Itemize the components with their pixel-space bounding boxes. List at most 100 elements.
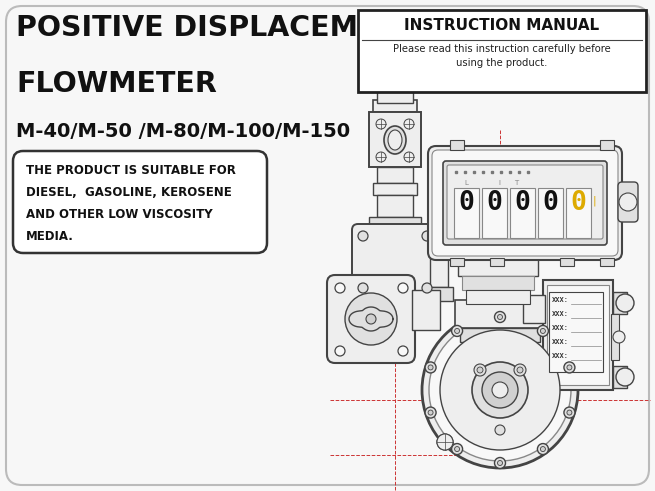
Bar [538,188,563,238]
Circle shape [540,446,546,452]
Bar [450,258,464,266]
Circle shape [498,461,502,465]
Bar [543,280,613,390]
Circle shape [455,446,460,452]
Text: XXX:: XXX: [552,311,569,317]
Bar [458,258,538,276]
Circle shape [376,119,386,129]
Circle shape [335,346,345,356]
Bar [430,257,448,287]
FancyBboxPatch shape [352,224,438,298]
Circle shape [437,434,453,450]
Circle shape [613,331,625,343]
Circle shape [428,410,433,415]
FancyBboxPatch shape [6,6,649,485]
Circle shape [425,407,436,418]
Circle shape [345,293,397,345]
FancyBboxPatch shape [327,275,415,363]
Text: Please read this instruction carefully before: Please read this instruction carefully b… [393,44,611,54]
Circle shape [422,283,432,293]
Circle shape [564,407,575,418]
Bar [377,195,413,217]
Bar [455,300,545,328]
Bar [613,292,627,314]
Bar [566,188,591,238]
Text: T: T [514,180,518,186]
Circle shape [482,372,518,408]
Text: THE PRODUCT IS SUITABLE FOR: THE PRODUCT IS SUITABLE FOR [26,164,236,177]
Circle shape [567,365,572,370]
Bar [490,258,504,266]
Bar [454,188,479,238]
Text: 0: 0 [487,190,502,216]
Circle shape [440,330,560,450]
Text: I: I [498,180,500,186]
Text: using the product.: using the product. [457,58,548,68]
Text: INSTRUCTION MANUAL: INSTRUCTION MANUAL [404,18,599,33]
Bar [510,188,535,238]
Circle shape [358,231,368,241]
Ellipse shape [388,130,402,150]
Text: |: | [592,196,596,207]
Bar [425,287,453,301]
Circle shape [567,410,572,415]
Bar [462,276,534,290]
Bar [523,295,545,323]
Circle shape [366,314,376,324]
Circle shape [358,283,368,293]
Bar [373,183,417,195]
Bar [547,285,609,385]
Circle shape [616,294,634,312]
Bar [611,314,619,360]
Bar [377,167,413,183]
Circle shape [429,319,571,461]
Text: 0: 0 [458,190,474,216]
Circle shape [451,326,462,336]
Circle shape [398,283,408,293]
Circle shape [477,367,483,373]
Circle shape [498,315,502,320]
Text: FLOWMETER: FLOWMETER [16,70,217,98]
Text: XXX:: XXX: [552,325,569,331]
Circle shape [616,368,634,386]
FancyBboxPatch shape [447,165,603,239]
Circle shape [437,434,453,450]
Text: MEDIA.: MEDIA. [26,230,74,243]
Bar [450,140,464,150]
FancyBboxPatch shape [358,10,646,92]
Circle shape [451,443,462,455]
Circle shape [472,362,528,418]
Circle shape [404,152,414,162]
FancyBboxPatch shape [13,151,267,253]
Bar [466,290,530,304]
Circle shape [335,283,345,293]
Polygon shape [349,307,393,331]
Text: XXX:: XXX: [552,353,569,359]
Bar [549,292,603,372]
FancyBboxPatch shape [443,161,607,245]
Circle shape [455,328,460,333]
Circle shape [517,367,523,373]
Bar [482,188,507,238]
FancyBboxPatch shape [428,146,622,260]
Text: XXX:: XXX: [552,297,569,303]
Text: DIESEL,  GASOLINE, KEROSENE: DIESEL, GASOLINE, KEROSENE [26,186,232,199]
Circle shape [376,152,386,162]
Bar [369,112,421,167]
Text: 0: 0 [515,190,531,216]
FancyBboxPatch shape [618,182,638,222]
Text: XXX:: XXX: [552,339,569,345]
Circle shape [619,193,637,211]
Bar [600,258,614,266]
Circle shape [537,443,548,455]
Circle shape [404,119,414,129]
Bar [412,290,440,330]
Circle shape [492,382,508,398]
Bar [465,342,535,354]
Text: 0: 0 [542,190,559,216]
Bar [460,328,540,342]
Ellipse shape [384,126,406,154]
Text: L: L [464,180,468,186]
Text: AND OTHER LOW VISCOSITY: AND OTHER LOW VISCOSITY [26,208,213,221]
Circle shape [540,328,546,333]
